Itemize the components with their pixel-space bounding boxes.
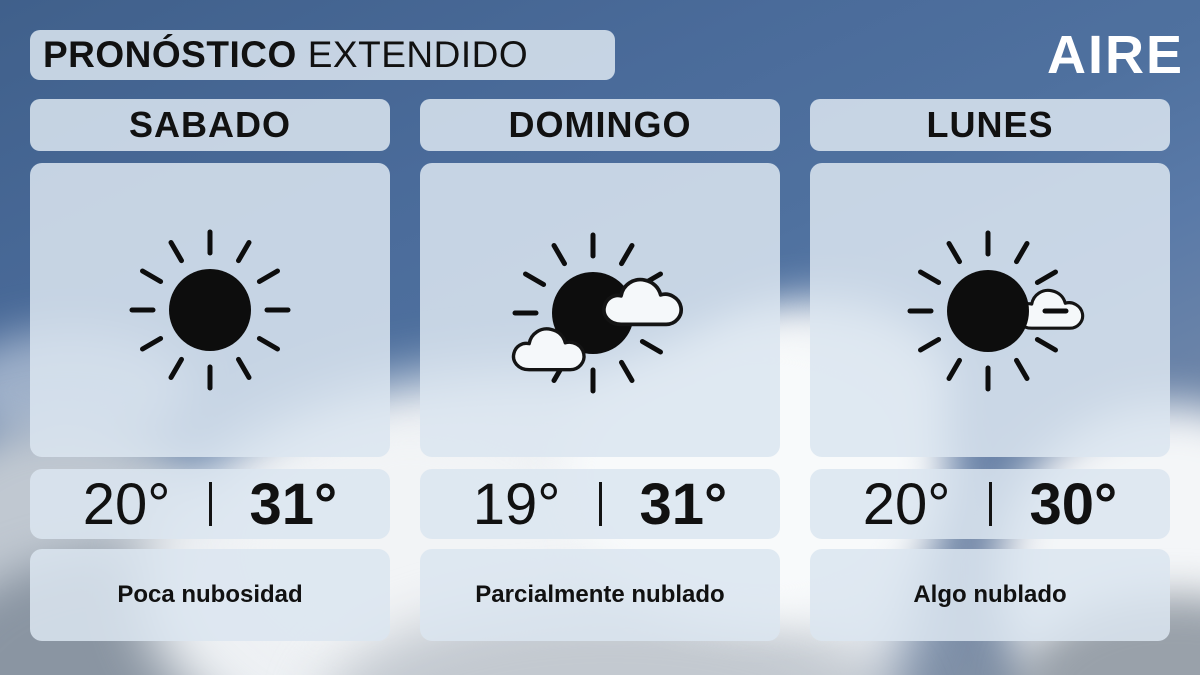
sun-behind-clouds-icon (511, 232, 683, 394)
day-label-box: LUNES (810, 99, 1170, 151)
forecast-card-sunday: DOMINGO 1 (420, 0, 780, 675)
condition-box: Poca nubosidad (30, 549, 390, 641)
condition-box: Parcialmente nublado (420, 549, 780, 641)
day-label: SABADO (128, 104, 291, 145)
min-temperature: 20° (82, 471, 171, 537)
day-label-box: DOMINGO (420, 99, 780, 151)
page-title: PRONÓSTICO EXTENDIDO (30, 30, 615, 80)
brand-logo: AIRE (1046, 25, 1184, 85)
day-label: LUNES (926, 104, 1054, 145)
page-title-bold: PRONÓSTICO (43, 34, 297, 75)
condition-box: Algo nublado (810, 549, 1170, 641)
condition-text: Poca nubosidad (117, 581, 303, 608)
temperature-divider (208, 482, 212, 526)
forecast-card-saturday: SABADO 20° 31° Poca nubosidad (30, 0, 390, 675)
day-label-box: SABADO (30, 99, 390, 151)
temperature-box: 19° 31° (420, 469, 780, 539)
weather-icon-box (810, 163, 1170, 457)
condition-text: Parcialmente nublado (475, 581, 725, 608)
temperature-divider (988, 482, 992, 526)
day-label: DOMINGO (508, 104, 692, 145)
min-temperature: 20° (862, 471, 951, 537)
temperature-box: 20° 31° (30, 469, 390, 539)
sun-with-cloud-icon (907, 230, 1085, 392)
min-temperature: 19° (472, 471, 561, 537)
weather-icon-box (30, 163, 390, 457)
temperature-divider (598, 482, 602, 526)
max-temperature: 31° (249, 471, 338, 537)
sun-icon (129, 229, 291, 391)
condition-text: Algo nublado (913, 581, 1067, 608)
forecast-card-monday: LUNES 20° 30° (810, 0, 1170, 675)
max-temperature: 30° (1029, 471, 1118, 537)
temperature-box: 20° 30° (810, 469, 1170, 539)
page-title-light: EXTENDIDO (307, 34, 529, 75)
max-temperature: 31° (639, 471, 728, 537)
weather-icon-box (420, 163, 780, 457)
